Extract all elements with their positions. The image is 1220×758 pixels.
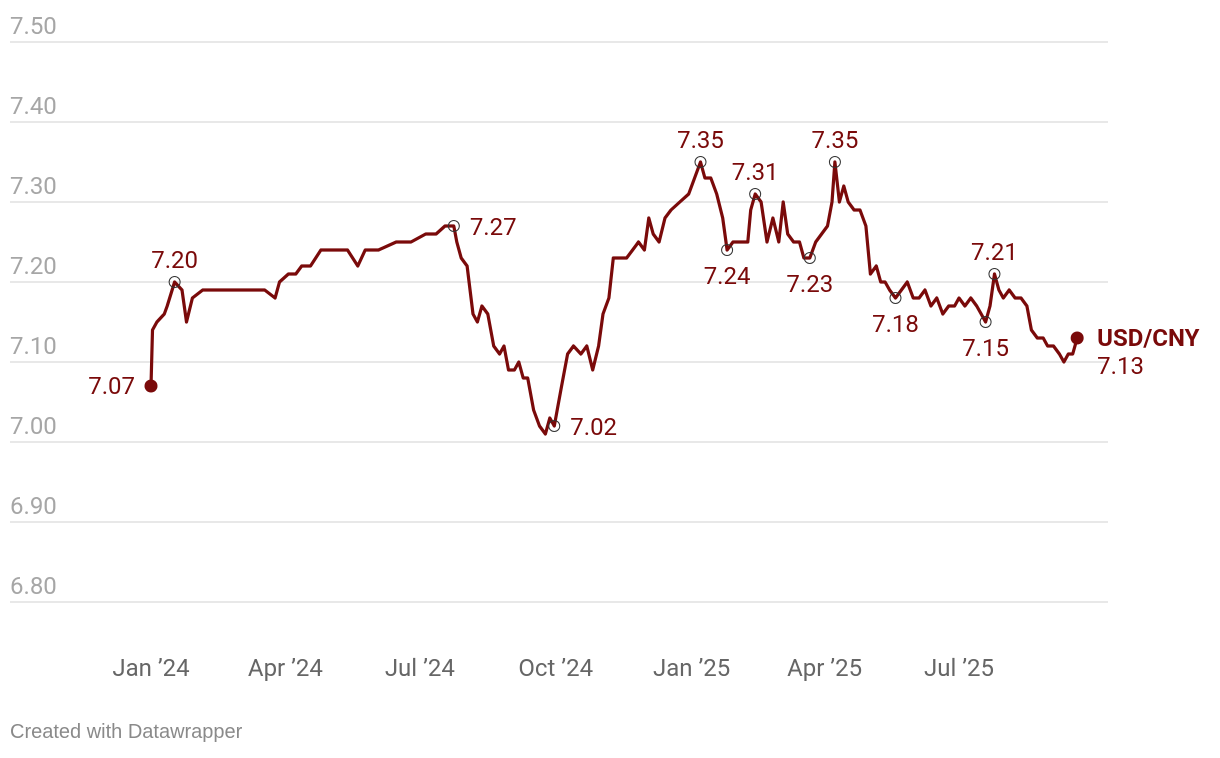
annotation-label: 7.20 (151, 246, 198, 274)
series-name-label: USD/CNY (1097, 324, 1199, 352)
x-tick-label: Jul ’24 (385, 654, 455, 682)
annotation-label: 7.13 (1097, 352, 1144, 380)
annotation-label: 7.18 (872, 310, 919, 338)
annotation-marker (979, 316, 992, 328)
annotation-marker (828, 156, 841, 168)
endpoint-marker (144, 379, 158, 393)
annotation-label: 7.35 (812, 126, 859, 154)
annotation-marker (168, 276, 181, 288)
annotation-label: 7.24 (704, 262, 751, 290)
y-tick-label: 7.00 (10, 412, 57, 440)
x-axis-ticks: Jan ’24 Apr ’24 Jul ’24 Oct ’24 Jan ’25 Apr ’… (112, 654, 994, 682)
line-chart: 6.80 6.90 7.00 7.10 7.20 7.30 7.40 7.50 Jan ’24… (10, 12, 1200, 682)
annotations: 7.20 7.27 7.02 7.35 7.24 7.31 7.23 7.35 7.18 7.15… (88, 126, 1199, 441)
annotation-label: 7.02 (570, 413, 617, 441)
y-tick-label: 7.30 (10, 172, 57, 200)
credit-footer: Created with Datawrapper (10, 721, 243, 743)
endpoint-marker (1070, 331, 1084, 345)
x-tick-label: Jul ’25 (924, 654, 994, 682)
series-line-usd-cny (149, 160, 1079, 436)
annotation-marker (889, 292, 902, 304)
annotation-marker (694, 156, 707, 168)
annotation-marker (447, 220, 460, 232)
x-tick-label: Apr ’24 (248, 654, 323, 682)
annotation-marker (749, 188, 762, 200)
x-tick-label: Jan ’25 (653, 654, 730, 682)
x-tick-label: Oct ’24 (518, 654, 593, 682)
annotation-label: 7.23 (786, 270, 833, 298)
y-tick-label: 7.20 (10, 252, 57, 280)
y-tick-label: 6.90 (10, 492, 57, 520)
annotation-marker (988, 268, 1001, 280)
y-axis-ticks: 6.80 6.90 7.00 7.10 7.20 7.30 7.40 7.50 (10, 12, 57, 600)
annotation-label: 7.15 (962, 334, 1009, 362)
annotation-marker (548, 420, 561, 432)
y-tick-label: 7.40 (10, 92, 57, 120)
x-tick-label: Jan ’24 (112, 654, 189, 682)
annotation-label: 7.07 (88, 372, 135, 400)
x-tick-label: Apr ’25 (787, 654, 862, 682)
y-tick-label: 7.50 (10, 12, 57, 40)
annotation-label: 7.27 (470, 213, 517, 241)
annotation-marker (721, 244, 734, 256)
y-tick-label: 6.80 (10, 572, 57, 600)
annotation-label: 7.31 (732, 158, 779, 186)
annotation-marker (803, 252, 816, 264)
annotation-label: 7.21 (971, 238, 1018, 266)
gridlines (10, 41, 1108, 603)
series-layer (149, 160, 1079, 436)
annotation-label: 7.35 (677, 126, 724, 154)
y-tick-label: 7.10 (10, 332, 57, 360)
